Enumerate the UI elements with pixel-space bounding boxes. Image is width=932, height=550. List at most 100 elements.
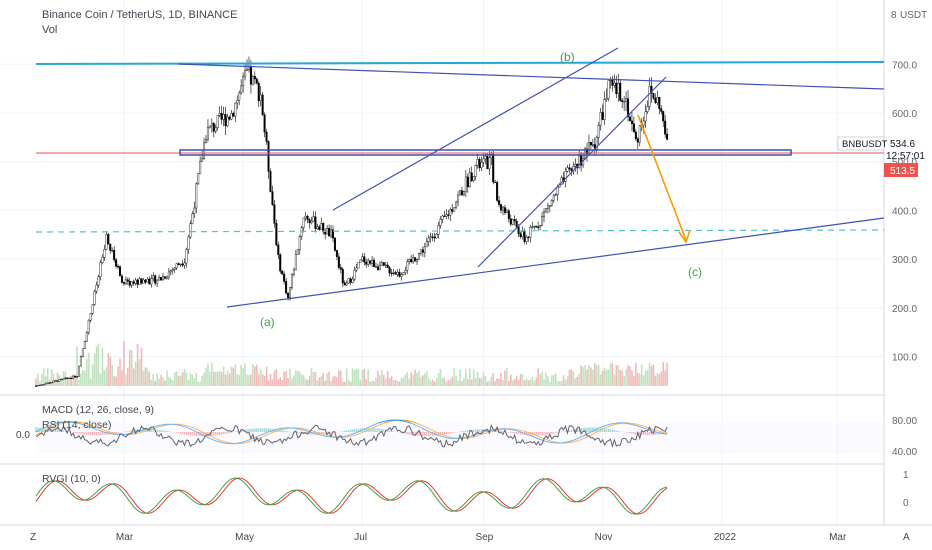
macd-bar bbox=[158, 429, 160, 432]
descending-resistance-line[interactable] bbox=[177, 63, 885, 90]
macd-bar bbox=[35, 427, 37, 432]
rvgi-tick-1: 1 bbox=[903, 470, 909, 481]
candle-body bbox=[201, 158, 204, 162]
volume-bar bbox=[240, 364, 242, 386]
candle-body bbox=[136, 279, 139, 285]
candle-body bbox=[162, 276, 165, 281]
dashed-support-level[interactable] bbox=[35, 229, 885, 233]
macd-bar bbox=[91, 432, 94, 436]
channel-upper-line[interactable] bbox=[332, 47, 619, 211]
candle-body bbox=[425, 241, 428, 248]
volume-bar bbox=[46, 368, 49, 386]
macd-bar bbox=[541, 432, 543, 436]
volume-bar bbox=[234, 364, 237, 386]
candle-body bbox=[587, 142, 590, 154]
macd-bar bbox=[84, 432, 86, 435]
volume-bar bbox=[250, 374, 252, 386]
volume-bar bbox=[431, 379, 434, 386]
macd-label[interactable]: MACD (12, 26, close, 9) bbox=[42, 404, 154, 416]
symbol-title[interactable]: Binance Coin / TetherUS, 1D, BINANCE bbox=[42, 9, 237, 21]
macd-bar bbox=[230, 432, 233, 433]
candle-body bbox=[404, 270, 407, 273]
candle-body bbox=[521, 231, 524, 237]
candle-body bbox=[347, 278, 350, 284]
macd-bar bbox=[387, 429, 389, 432]
volume-bar bbox=[103, 370, 106, 386]
candle-body bbox=[83, 340, 86, 349]
candle-body bbox=[613, 82, 616, 86]
timezone-button[interactable]: Z bbox=[30, 532, 36, 543]
candle-body bbox=[642, 120, 645, 126]
candle-body bbox=[156, 279, 159, 284]
volume-bar bbox=[246, 374, 248, 386]
macd-bar bbox=[510, 432, 512, 433]
macd-bar bbox=[549, 432, 551, 435]
volume-bar bbox=[539, 373, 541, 386]
candle-body bbox=[52, 380, 55, 383]
candle-body bbox=[496, 182, 499, 201]
macd-bar bbox=[502, 431, 504, 432]
candle-body bbox=[543, 211, 546, 217]
volume-bar bbox=[261, 374, 264, 386]
macd-bar bbox=[472, 429, 475, 432]
macd-bar bbox=[261, 428, 264, 432]
candle-body bbox=[648, 86, 651, 107]
candle-body bbox=[46, 382, 49, 384]
volume-bar bbox=[416, 372, 418, 386]
auto-scale-button[interactable]: A bbox=[903, 532, 910, 543]
candle-body bbox=[507, 210, 510, 219]
volume-bar bbox=[588, 364, 590, 386]
volume-bar bbox=[554, 373, 557, 386]
volume-bar bbox=[552, 374, 555, 386]
candle-body bbox=[447, 214, 450, 216]
candle-body bbox=[310, 220, 313, 224]
volume-bar bbox=[189, 373, 192, 386]
volume-bar bbox=[295, 370, 297, 386]
candle-body bbox=[457, 194, 460, 203]
projection-arrow[interactable] bbox=[637, 114, 691, 244]
candle-body bbox=[355, 267, 358, 271]
volume-bar bbox=[594, 363, 596, 386]
candle-body bbox=[605, 98, 608, 100]
rsi-tick-80: 80.00 bbox=[892, 416, 917, 427]
candle-body bbox=[281, 270, 284, 275]
rvgi-label[interactable]: RVGI (10, 0) bbox=[42, 473, 101, 485]
macd-bar bbox=[326, 432, 328, 434]
candle-body bbox=[384, 264, 387, 266]
volume-bar bbox=[142, 370, 145, 386]
price-tick-label: 100.0 bbox=[892, 353, 917, 364]
volume-bar bbox=[414, 369, 416, 386]
candle-body bbox=[627, 98, 630, 118]
ascending-support-line[interactable] bbox=[226, 217, 885, 308]
macd-bar bbox=[545, 432, 547, 435]
channel-lower-line[interactable] bbox=[477, 76, 667, 268]
macd-bar bbox=[215, 432, 217, 436]
macd-bar bbox=[306, 432, 309, 435]
volume-bar bbox=[355, 368, 358, 386]
volume-bar bbox=[603, 368, 606, 386]
volume-bar bbox=[76, 346, 78, 386]
candle-body bbox=[371, 259, 374, 264]
macd-bar bbox=[330, 432, 332, 434]
candle-body bbox=[38, 384, 41, 387]
rsi-label[interactable]: RSI (14, close) bbox=[42, 419, 111, 431]
macd-bar bbox=[445, 432, 448, 435]
macd-bar bbox=[152, 429, 154, 432]
macd-bar bbox=[344, 430, 346, 432]
candle-body bbox=[416, 258, 419, 262]
volume-label[interactable]: Vol bbox=[42, 24, 57, 36]
horizontal-zone-box[interactable] bbox=[179, 149, 792, 156]
volume-bar bbox=[412, 374, 414, 386]
volume-bar bbox=[300, 374, 303, 386]
candle-body bbox=[554, 194, 557, 196]
volume-bar bbox=[494, 381, 496, 386]
top-horizontal-line[interactable] bbox=[35, 61, 885, 65]
candle-body bbox=[70, 377, 73, 380]
candle-body bbox=[556, 186, 559, 195]
candle-body bbox=[191, 213, 194, 224]
candle-body bbox=[140, 278, 143, 284]
volume-bar bbox=[72, 373, 74, 386]
candle-body bbox=[222, 114, 225, 120]
candle-body bbox=[646, 106, 649, 112]
volume-bar bbox=[474, 378, 477, 386]
